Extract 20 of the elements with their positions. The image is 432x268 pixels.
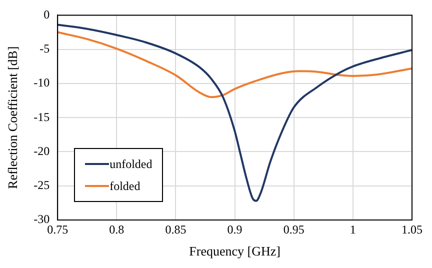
x-tick-label: 1.05 bbox=[402, 222, 422, 236]
y-tick-label: -30 bbox=[34, 212, 50, 226]
y-tick-label: 0 bbox=[44, 7, 50, 22]
x-tick-label: 0.85 bbox=[165, 222, 186, 236]
x-axis-title: Frequency [GHz] bbox=[189, 244, 280, 259]
y-tick-label: -5 bbox=[40, 41, 50, 56]
y-tick-label: -15 bbox=[34, 110, 50, 124]
y-axis-title: Reflection Coefficient [dB] bbox=[5, 46, 20, 189]
x-tick-label: 1 bbox=[350, 222, 356, 236]
line-series bbox=[58, 31, 412, 98]
y-tick-label: -25 bbox=[34, 178, 50, 192]
x-tick-label: 0.95 bbox=[283, 222, 304, 236]
line-series bbox=[58, 24, 412, 202]
y-tick-label: -10 bbox=[34, 76, 50, 90]
y-tick-label: -20 bbox=[34, 144, 50, 158]
x-tick-label: 0.8 bbox=[109, 222, 124, 236]
legend-label: folded bbox=[110, 178, 140, 194]
x-tick-label: 0.9 bbox=[227, 222, 242, 236]
legend-label: unfolded bbox=[110, 156, 152, 172]
x-tick-label: 0.75 bbox=[47, 222, 68, 236]
